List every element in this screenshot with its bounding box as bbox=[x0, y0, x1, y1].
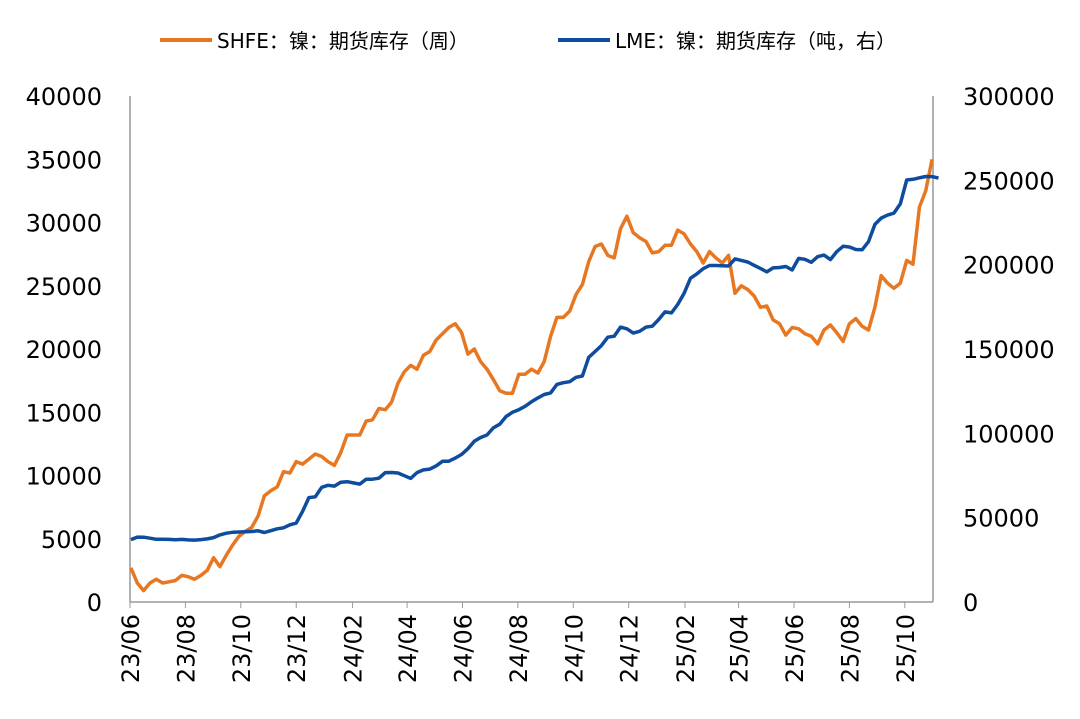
x-tick-label: 24/04 bbox=[394, 614, 422, 683]
right-tick-label: 300000 bbox=[963, 83, 1055, 111]
series-line-shfe bbox=[129, 158, 934, 593]
x-tick-label: 24/02 bbox=[340, 614, 368, 683]
left-tick-label: 35000 bbox=[26, 146, 102, 174]
x-tick-label: 23/10 bbox=[228, 614, 256, 683]
x-tick-label: 25/08 bbox=[836, 614, 864, 683]
x-tick-label: 24/08 bbox=[505, 614, 533, 683]
left-tick-label: 30000 bbox=[26, 210, 102, 238]
left-tick-label: 10000 bbox=[26, 463, 102, 491]
x-tick-label: 25/06 bbox=[781, 614, 809, 683]
left-tick-label: 5000 bbox=[41, 526, 102, 554]
x-tick-label: 24/06 bbox=[449, 614, 477, 683]
left-tick-label: 25000 bbox=[26, 273, 102, 301]
left-tick-label: 0 bbox=[87, 589, 102, 617]
x-tick-label: 25/10 bbox=[892, 614, 920, 683]
right-tick-label: 150000 bbox=[963, 336, 1055, 364]
x-tick-label: 24/10 bbox=[560, 614, 588, 683]
left-tick-label: 40000 bbox=[26, 83, 102, 111]
right-tick-label: 100000 bbox=[963, 420, 1055, 448]
right-tick-label: 250000 bbox=[963, 167, 1055, 195]
x-axis-ticks: 23/06 23/08 23/10 23/12 24/02 24/04 24/06 24/08… bbox=[117, 602, 920, 683]
x-tick-label: 25/04 bbox=[726, 614, 754, 683]
right-tick-label: 0 bbox=[963, 589, 978, 617]
x-tick-label: 25/02 bbox=[672, 614, 700, 683]
series-line-lme bbox=[130, 174, 939, 542]
legend-label-shfe: SHFE：镍：期货库存（周） bbox=[217, 29, 469, 53]
left-tick-label: 15000 bbox=[26, 399, 102, 427]
legend: SHFE：镍：期货库存（周） LME：镍：期货库存（吨，右） bbox=[160, 29, 896, 53]
x-tick-label: 23/12 bbox=[283, 614, 311, 683]
left-axis-ticks: 0 5000 10000 15000 20000 25000 30000 35000 40000 bbox=[26, 83, 102, 617]
x-tick-label: 24/12 bbox=[616, 614, 644, 683]
right-tick-label: 50000 bbox=[963, 505, 1039, 533]
left-tick-label: 20000 bbox=[26, 336, 102, 364]
x-tick-label: 23/08 bbox=[172, 614, 200, 683]
right-tick-label: 200000 bbox=[963, 252, 1055, 280]
x-tick-label: 23/06 bbox=[117, 614, 145, 683]
legend-label-lme: LME：镍：期货库存（吨，右） bbox=[615, 29, 896, 53]
right-axis-ticks: 0 50000 100000 150000 200000 250000 300000 bbox=[963, 83, 1055, 617]
